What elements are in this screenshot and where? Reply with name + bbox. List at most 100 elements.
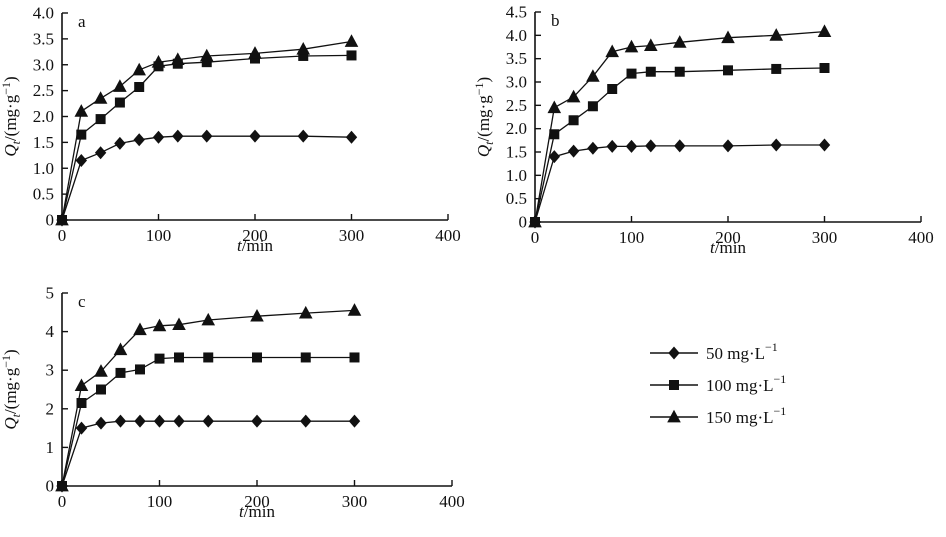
chart-a-series-triangle-point [113,79,127,92]
chart-c-x-tick-label: 0 [58,492,67,511]
chart-b-series-triangle-point [644,38,658,51]
legend: 50 mg·L−1 100 mg·L−1 150 mg·L−1 [650,340,786,427]
chart-a-series-diamond-point [152,130,165,144]
chart-a-series-diamond-point [297,129,309,143]
chart-c-series-diamond-point [202,414,214,428]
chart-c-series-diamond-point [95,416,107,430]
chart-b-x-tick-label: 400 [908,228,934,247]
chart-b-x-tick-label: 0 [531,228,540,247]
chart-c-y-tick-label: 3 [46,361,55,380]
chart-a-series-diamond-point [114,136,126,150]
chart-a-y-tick-label: 2.0 [33,107,54,126]
chart-a-series-triangle-point [151,54,166,68]
panel-label-a: a [78,12,86,31]
chart-c-series-triangle-point [74,378,89,392]
chart-a-x-tick-label: 400 [435,226,461,245]
chart-b-series-diamond-point [674,139,686,153]
chart-b-series-triangle-point [586,69,600,82]
chart-a-series-triangle-point [248,46,262,59]
chart-b-series-diamond-point [587,141,599,155]
chart-a-series-triangle-point [132,62,146,76]
chart-a-series-square-point [95,114,106,125]
chart-a-x-tick-label: 300 [339,226,365,245]
chart-c-x-tick-label: 300 [342,492,368,511]
chart-a-series-square-point [114,97,125,108]
chart-c-series-triangle-point [172,317,186,331]
chart-a-series-square-point [76,129,87,140]
chart-b-series-diamond-point [770,138,782,152]
chart-c-y-tick-label: 1 [46,438,55,457]
chart-a-y-tick-label: 3.5 [33,29,54,48]
chart-c-series-square-point [252,352,262,363]
chart-a-series-diamond-point [345,130,358,144]
chart-c-series-square-point [300,352,311,363]
chart-a-series-triangle-point [74,104,89,117]
chart-a-series-diamond-line [61,135,352,221]
chart-b-series-triangle-point [547,100,562,114]
chart-c-series-triangle-point [152,318,167,332]
chart-b-x-tick-label: 300 [812,228,838,247]
chart-a-y-tick-label: 0.5 [33,185,54,204]
chart-b-y-tick-label: 2.0 [506,119,527,138]
chart-a-x-tick-label: 200 [242,226,268,245]
chart-b-series-square-point [607,84,618,94]
chart-b-x-tick-label: 100 [619,228,645,247]
chart-c-x-tick-label: 400 [439,492,465,511]
legend-label-square: 100 mg·L−1 [706,372,786,395]
chart-b-y-tick-label: 0 [519,213,528,232]
chart-a-axes [61,13,448,221]
chart-a-y-tick-label: 3.0 [33,55,54,74]
chart-a-series-triangle-point [55,212,69,226]
legend-item-diamond: 50 mg·L−1 [650,340,778,363]
chart-b-series-diamond-point [567,144,580,158]
chart-c-series-diamond-line [61,420,355,487]
chart-c-y-tick-label: 4 [46,322,55,341]
legend-diamond-icon [668,346,680,360]
chart-c-series-square-point [154,353,165,364]
chart-c-x-axis-label: t/min [239,502,275,521]
chart-c-series-triangle-point [113,342,128,356]
chart-a-series-triangle-point [199,48,214,62]
chart-a-series-triangle-point [344,34,359,47]
chart-b-series-triangle-point [566,89,581,103]
chart-a-series-triangle-point [296,42,311,55]
chart-b-series-diamond-point [606,139,618,153]
chart-c-series-diamond-point [153,414,166,428]
chart-c-axes [61,293,452,487]
chart-b-y-axis-label: Qt/(mg·g−1) [473,77,496,157]
chart-b-series-square-point [771,63,782,74]
legend-triangle-icon [667,409,681,423]
chart-c-series-square-point [203,352,214,363]
chart-c-series-triangle-point [298,305,313,319]
chart-c-series-diamond-point [300,414,312,428]
legend-item-triangle: 150 mg·L−1 [650,404,786,427]
chart-b-series-triangle-point [817,24,832,37]
chart-b-series-square-point [587,101,598,112]
chart-b-series-square-point [645,66,656,77]
chart-b-series-diamond-point [625,139,638,153]
chart-a-series-diamond-point [133,133,145,147]
chart-c-x-tick-label: 100 [147,492,173,511]
chart-b-y-tick-label: 4.5 [506,3,527,22]
panel-label-c: c [78,292,86,311]
chart-c-y-axis-label: Qt/(mg·g−1) [0,349,23,429]
chart-c-series-square-point [135,364,145,375]
chart-panel-c: 0 100 200 300 400 0 1 2 3 4 5 c t/min Qt/(mg·g−1) [0,284,465,522]
chart-a-x-tick-label: 100 [146,226,172,245]
chart-c-y-tick-label: 5 [46,284,55,303]
chart-a-y-tick-label: 4.0 [33,4,54,23]
chart-c-series-triangle-point [347,303,362,316]
chart-c-series-diamond-point [134,414,146,428]
chart-c-series-triangle-line [61,309,355,487]
chart-b-series-diamond-point [818,138,831,152]
chart-b-series-square-point [723,65,733,76]
chart-a-y-tick-label: 1.0 [33,159,54,178]
legend-label-diamond: 50 mg·L−1 [706,340,778,363]
chart-b-series-triangle-point [672,35,687,48]
chart-a-x-tick-label: 0 [58,226,67,245]
chart-panel-a: 0 100 200 300 400 0 0.5 1.0 1.5 2.0 2.5 3.0 3.5 4.0 a t… [0,4,461,256]
chart-c-y-tick-label: 2 [46,399,55,418]
chart-b-y-tick-label: 1.0 [506,166,527,185]
chart-c-series-triangle-point [250,308,264,322]
